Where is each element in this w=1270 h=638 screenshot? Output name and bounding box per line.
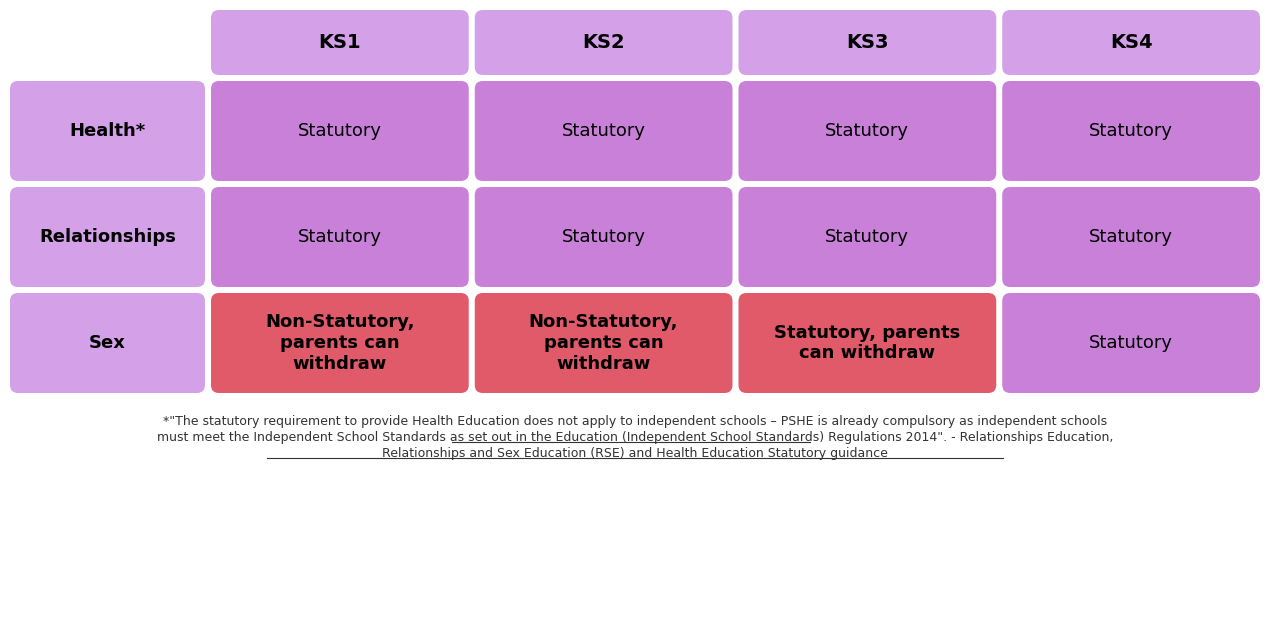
Text: Statutory: Statutory: [561, 122, 645, 140]
Text: Non-Statutory,
parents can
withdraw: Non-Statutory, parents can withdraw: [528, 313, 678, 373]
FancyBboxPatch shape: [475, 81, 733, 181]
FancyBboxPatch shape: [211, 81, 469, 181]
FancyBboxPatch shape: [738, 293, 996, 393]
Text: Statutory: Statutory: [298, 122, 382, 140]
FancyBboxPatch shape: [738, 10, 996, 75]
FancyBboxPatch shape: [211, 293, 469, 393]
FancyBboxPatch shape: [1002, 10, 1260, 75]
FancyBboxPatch shape: [10, 293, 204, 393]
FancyBboxPatch shape: [211, 10, 469, 75]
FancyBboxPatch shape: [10, 81, 204, 181]
Text: Relationships: Relationships: [39, 228, 177, 246]
FancyBboxPatch shape: [738, 81, 996, 181]
Text: *"The statutory requirement to provide Health Education does not apply to indepe: *"The statutory requirement to provide H…: [163, 415, 1107, 428]
FancyBboxPatch shape: [1002, 293, 1260, 393]
Text: KS3: KS3: [846, 33, 889, 52]
Text: must meet the Independent School Standards as set out in the Education (Independ: must meet the Independent School Standar…: [156, 431, 1114, 444]
FancyBboxPatch shape: [475, 10, 733, 75]
Text: Statutory, parents
can withdraw: Statutory, parents can withdraw: [775, 323, 960, 362]
Text: Non-Statutory,
parents can
withdraw: Non-Statutory, parents can withdraw: [265, 313, 414, 373]
Text: Statutory: Statutory: [826, 122, 909, 140]
FancyBboxPatch shape: [1002, 81, 1260, 181]
Text: Statutory: Statutory: [1090, 334, 1173, 352]
FancyBboxPatch shape: [1002, 187, 1260, 287]
Text: Statutory: Statutory: [561, 228, 645, 246]
FancyBboxPatch shape: [10, 187, 204, 287]
Text: Sex: Sex: [89, 334, 126, 352]
FancyBboxPatch shape: [475, 293, 733, 393]
FancyBboxPatch shape: [475, 187, 733, 287]
Text: Statutory: Statutory: [826, 228, 909, 246]
FancyBboxPatch shape: [211, 187, 469, 287]
Text: Statutory: Statutory: [298, 228, 382, 246]
Text: KS4: KS4: [1110, 33, 1152, 52]
Text: KS1: KS1: [319, 33, 361, 52]
Text: Statutory: Statutory: [1090, 228, 1173, 246]
Text: Relationships and Sex Education (RSE) and Health Education Statutory guidance: Relationships and Sex Education (RSE) an…: [382, 447, 888, 460]
Text: Health*: Health*: [70, 122, 146, 140]
Text: Statutory: Statutory: [1090, 122, 1173, 140]
Text: KS2: KS2: [583, 33, 625, 52]
FancyBboxPatch shape: [738, 187, 996, 287]
